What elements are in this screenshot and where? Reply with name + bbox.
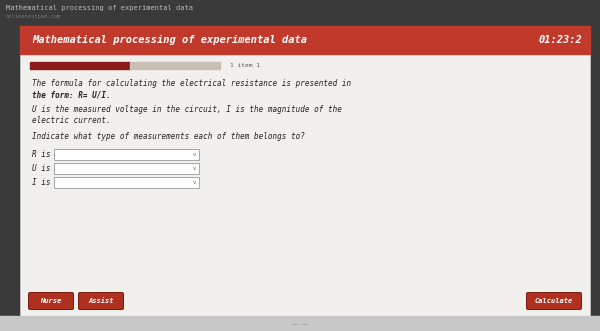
Text: v: v <box>193 152 196 157</box>
Bar <box>0 316 600 331</box>
Text: Indicate what type of measurements each of them belongs to?: Indicate what type of measurements each … <box>32 132 305 141</box>
FancyBboxPatch shape <box>29 293 74 309</box>
Text: I is: I is <box>32 178 50 187</box>
Bar <box>30 62 130 69</box>
Text: onlinetestpad.com: onlinetestpad.com <box>6 14 61 19</box>
Text: Assist: Assist <box>88 298 114 304</box>
Text: 01:23:2: 01:23:2 <box>538 35 582 45</box>
Text: 1 item 1: 1 item 1 <box>230 63 260 68</box>
Text: U is the measured voltage in the circuit, I is the magnitude of the: U is the measured voltage in the circuit… <box>32 105 342 114</box>
Text: v: v <box>193 180 196 185</box>
Text: Calculate: Calculate <box>535 298 573 304</box>
Bar <box>54 177 199 188</box>
Bar <box>130 62 220 69</box>
Text: Nurse: Nurse <box>40 298 62 304</box>
FancyBboxPatch shape <box>527 293 581 309</box>
Text: Mathematical processing of experimental data: Mathematical processing of experimental … <box>6 5 193 11</box>
Text: v: v <box>193 166 196 171</box>
Text: Mathematical processing of experimental data: Mathematical processing of experimental … <box>32 35 307 45</box>
Text: the form: R= U/I.: the form: R= U/I. <box>32 90 110 99</box>
Text: — —: — — <box>292 321 308 327</box>
FancyBboxPatch shape <box>79 293 124 309</box>
Bar <box>20 26 590 316</box>
Text: The formula for calculating the electrical resistance is presented in: The formula for calculating the electric… <box>32 79 351 88</box>
Bar <box>54 149 199 160</box>
Text: electric current.: electric current. <box>32 116 110 125</box>
Bar <box>20 26 590 54</box>
Text: U is: U is <box>32 164 50 173</box>
Bar <box>0 0 600 22</box>
Text: R is: R is <box>32 150 50 159</box>
Bar <box>54 163 199 174</box>
